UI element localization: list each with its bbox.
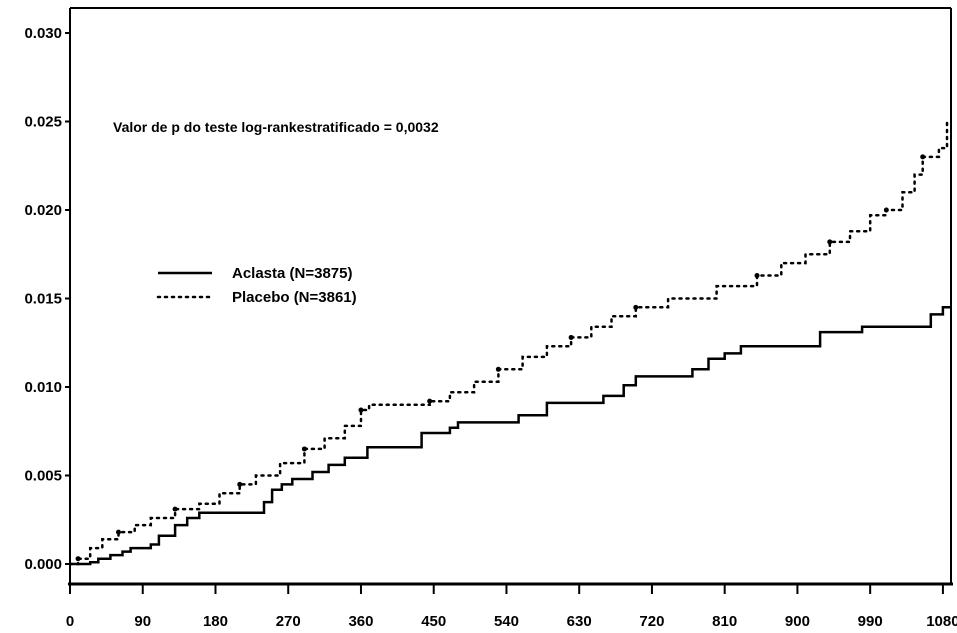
x-tick-label: 540 [494,613,519,630]
series-layer [68,120,951,566]
series-point-placebo [920,154,926,160]
series-point-placebo [427,398,433,404]
x-tick-label: 630 [567,613,592,630]
series-point-placebo [75,556,81,562]
x-tick-label: 810 [712,613,737,630]
x-tick-label: 180 [203,613,228,630]
x-tick-label: 270 [276,613,301,630]
series-point-placebo [883,207,889,213]
series-point-placebo [115,529,121,535]
x-tick-label: 90 [134,613,151,630]
y-tick-label: 0.005 [24,468,62,485]
x-tick-label: 990 [858,613,883,630]
series-line-placebo [68,120,949,566]
x-tick-label: 1080 [926,613,957,630]
y-ticks: 0.000 0.005 0.010 0.015 0.020 0.025 0.030 [24,25,70,573]
series-point-placebo [172,506,178,512]
series-point-placebo [301,446,307,452]
y-tick-label: 0.010 [24,379,62,396]
legend-label-placebo: Placebo (N=3861) [232,289,357,306]
series-point-placebo [495,366,501,372]
legend: Aclasta (N=3875) Placebo (N=3861) [156,265,357,306]
p-value-annotation: Valor de p do teste log-rankestratificad… [113,119,439,135]
x-ticks: 0 90 180 270 360 450 540 630 720 810 900 990 1080 [66,584,957,630]
legend-label-aclasta: Aclasta (N=3875) [232,265,352,282]
series-line-aclasta [70,306,951,566]
x-tick-label: 720 [639,613,664,630]
y-tick-label: 0.000 [24,556,62,573]
series-point-placebo [358,407,364,413]
series-point-placebo [568,334,574,340]
series-point-placebo [633,304,639,310]
series-point-placebo [827,239,833,245]
y-tick-label: 0.020 [24,202,62,219]
x-tick-label: 450 [421,613,446,630]
y-tick-label: 0.015 [24,291,62,308]
x-tick-label: 900 [785,613,810,630]
y-tick-label: 0.025 [24,114,62,131]
x-tick-label: 0 [66,613,74,630]
series-point-placebo [754,272,760,278]
series-point-placebo [237,481,243,487]
y-tick-label: 0.030 [24,25,62,42]
x-tick-label: 360 [348,613,373,630]
